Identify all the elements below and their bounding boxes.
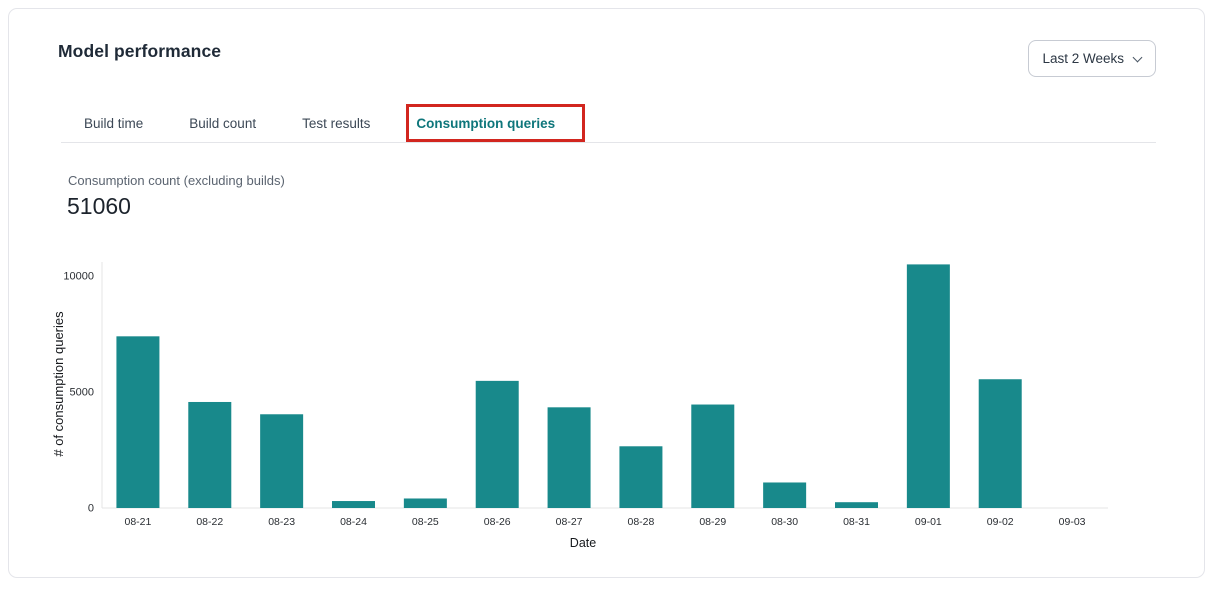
x-tick-label: 08-30 bbox=[771, 516, 798, 528]
x-tick-label: 09-03 bbox=[1059, 516, 1086, 528]
metric-label: Consumption count (excluding builds) bbox=[68, 173, 285, 188]
x-axis-title: Date bbox=[570, 536, 596, 550]
tab-consumption-queries[interactable]: Consumption queries bbox=[416, 115, 556, 131]
bar-08-29 bbox=[691, 404, 735, 508]
bar-08-30 bbox=[763, 482, 807, 508]
chevron-down-icon bbox=[1133, 52, 1142, 61]
bar-08-31 bbox=[835, 502, 878, 508]
x-tick-label: 09-01 bbox=[915, 516, 942, 528]
x-tick-label: 08-27 bbox=[556, 516, 583, 528]
x-tick-label: 08-23 bbox=[268, 516, 295, 528]
y-tick-label: 10000 bbox=[63, 271, 94, 283]
y-axis-title: # of consumption queries bbox=[51, 311, 66, 457]
date-range-dropdown[interactable]: Last 2 Weeks bbox=[1028, 40, 1156, 77]
date-range-value: Last 2 Weeks bbox=[1042, 51, 1124, 66]
bar-08-21 bbox=[116, 336, 160, 508]
y-tick-label: 5000 bbox=[70, 387, 94, 399]
tab-test-results[interactable]: Test results bbox=[302, 115, 371, 131]
tab-bar: Build time Build count Test results Consump… bbox=[61, 104, 1156, 143]
bar-08-25 bbox=[403, 498, 447, 508]
x-tick-label: 08-21 bbox=[124, 516, 151, 528]
x-tick-label: 08-31 bbox=[843, 516, 870, 528]
x-tick-label: 08-26 bbox=[484, 516, 511, 528]
bar-09-02 bbox=[978, 379, 1022, 508]
y-tick-label: 0 bbox=[88, 503, 94, 515]
bar-08-26 bbox=[475, 380, 519, 508]
metric-value: 51060 bbox=[67, 193, 131, 219]
model-performance-card: Model performance Last 2 Weeks Build tim… bbox=[8, 8, 1205, 578]
bar-09-01 bbox=[906, 264, 950, 508]
x-tick-label: 09-02 bbox=[987, 516, 1014, 528]
x-tick-label: 08-25 bbox=[412, 516, 439, 528]
x-tick-label: 08-28 bbox=[627, 516, 654, 528]
bar-08-24 bbox=[332, 501, 375, 508]
consumption-queries-chart: 0 5000 10000 08-21 08-22 08-23 08-24 08-25 08-26… bbox=[51, 256, 1171, 554]
bar-08-27 bbox=[547, 407, 591, 508]
x-tick-label: 08-22 bbox=[196, 516, 223, 528]
bar-08-22 bbox=[188, 401, 232, 508]
tab-build-time[interactable]: Build time bbox=[84, 115, 144, 131]
bar-08-23 bbox=[260, 414, 304, 508]
tab-build-count[interactable]: Build count bbox=[189, 115, 257, 131]
bar-08-28 bbox=[619, 446, 663, 508]
page-title: Model performance bbox=[58, 41, 222, 61]
x-tick-label: 08-29 bbox=[699, 516, 726, 528]
x-tick-label: 08-24 bbox=[340, 516, 367, 528]
